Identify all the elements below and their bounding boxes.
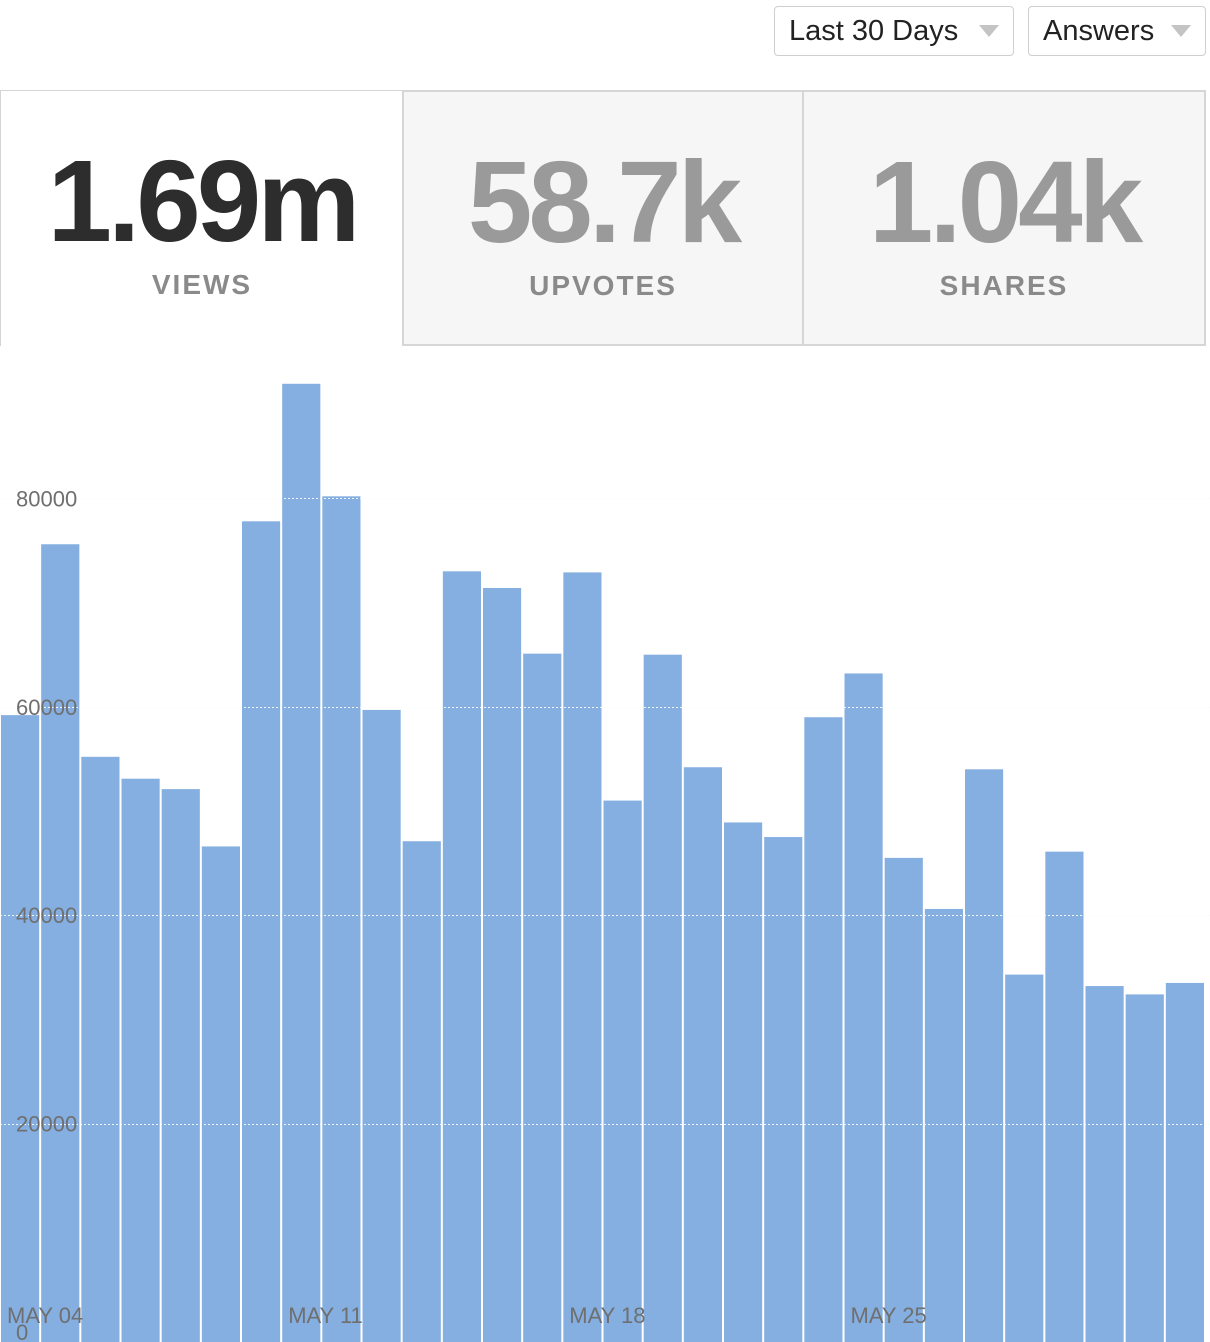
chart-bar[interactable] xyxy=(563,572,602,1342)
period-dropdown[interactable]: Last 30 Days xyxy=(774,6,1014,56)
chart-bar[interactable] xyxy=(81,756,120,1342)
x-axis-tick-label: MAY 11 xyxy=(288,1303,363,1328)
views-bar-chart: 0 20000 40000 60000 80000 MAY 04 MAY 11 MAY 18… xyxy=(0,346,1210,1342)
chart-bar[interactable] xyxy=(483,588,522,1342)
views-label: VIEWS xyxy=(151,269,253,300)
content-type-dropdown-label: Answers xyxy=(1043,14,1155,47)
stat-tabs: 1.69m VIEWS 58.7k UPVOTES 1.04k SHARES xyxy=(0,90,1206,346)
y-axis-tick-label: 40000 xyxy=(16,903,77,928)
chart-bar[interactable] xyxy=(402,841,441,1342)
chart-bar[interactable] xyxy=(161,789,200,1342)
y-axis-tick-label: 60000 xyxy=(16,695,77,720)
chart-bar[interactable] xyxy=(362,709,401,1342)
chart-bar[interactable] xyxy=(643,654,682,1342)
shares-value: 1.04k xyxy=(868,137,1143,267)
upvotes-value: 58.7k xyxy=(467,137,742,267)
chart-bar[interactable] xyxy=(442,571,481,1342)
chart-svg: 0 20000 40000 60000 80000 MAY 04 MAY 11 MAY 18… xyxy=(0,383,1210,1342)
chart-bar[interactable] xyxy=(1005,974,1044,1342)
chevron-down-icon xyxy=(1171,25,1191,37)
chart-bar[interactable] xyxy=(1,715,40,1342)
chart-bar[interactable] xyxy=(724,822,763,1342)
chart-bar[interactable] xyxy=(844,673,883,1342)
chart-bar[interactable] xyxy=(1045,851,1084,1342)
views-value: 1.69m xyxy=(47,136,361,266)
shares-label: SHARES xyxy=(939,270,1069,301)
chart-bar[interactable] xyxy=(1085,986,1124,1342)
upvotes-label: UPVOTES xyxy=(529,270,677,301)
chart-bar[interactable] xyxy=(603,800,642,1342)
x-axis-tick-label: MAY 18 xyxy=(569,1303,645,1328)
content-type-dropdown[interactable]: Answers xyxy=(1028,6,1206,56)
chart-bar[interactable] xyxy=(804,717,843,1342)
chevron-down-icon xyxy=(979,25,999,37)
chart-bar[interactable] xyxy=(683,767,722,1342)
tab-views[interactable]: 1.69m VIEWS xyxy=(0,90,403,346)
filter-bar: Last 30 Days Answers xyxy=(774,6,1206,56)
chart-bar[interactable] xyxy=(764,837,803,1342)
y-axis-tick-label: 20000 xyxy=(16,1112,77,1137)
chart-bar[interactable] xyxy=(884,857,923,1342)
chart-bar[interactable] xyxy=(965,769,1004,1342)
period-dropdown-label: Last 30 Days xyxy=(789,14,959,47)
chart-bar[interactable] xyxy=(121,778,160,1342)
chart-bar[interactable] xyxy=(1165,982,1204,1342)
chart-bar[interactable] xyxy=(1125,994,1164,1342)
chart-bar[interactable] xyxy=(322,496,361,1342)
tab-shares[interactable]: 1.04k SHARES xyxy=(802,90,1206,346)
chart-bar[interactable] xyxy=(242,521,281,1342)
y-axis-tick-label: 0 xyxy=(16,1320,28,1342)
chart-bar[interactable] xyxy=(41,544,80,1342)
y-axis-tick-label: 80000 xyxy=(16,486,77,511)
chart-bar[interactable] xyxy=(282,383,321,1342)
chart-bar[interactable] xyxy=(201,846,240,1342)
x-axis-tick-label: MAY 25 xyxy=(851,1303,927,1328)
chart-bar[interactable] xyxy=(523,653,562,1342)
x-axis-tick-label: MAY 04 xyxy=(7,1303,83,1328)
chart-bar[interactable] xyxy=(924,908,963,1342)
tab-upvotes[interactable]: 58.7k UPVOTES xyxy=(402,90,804,346)
